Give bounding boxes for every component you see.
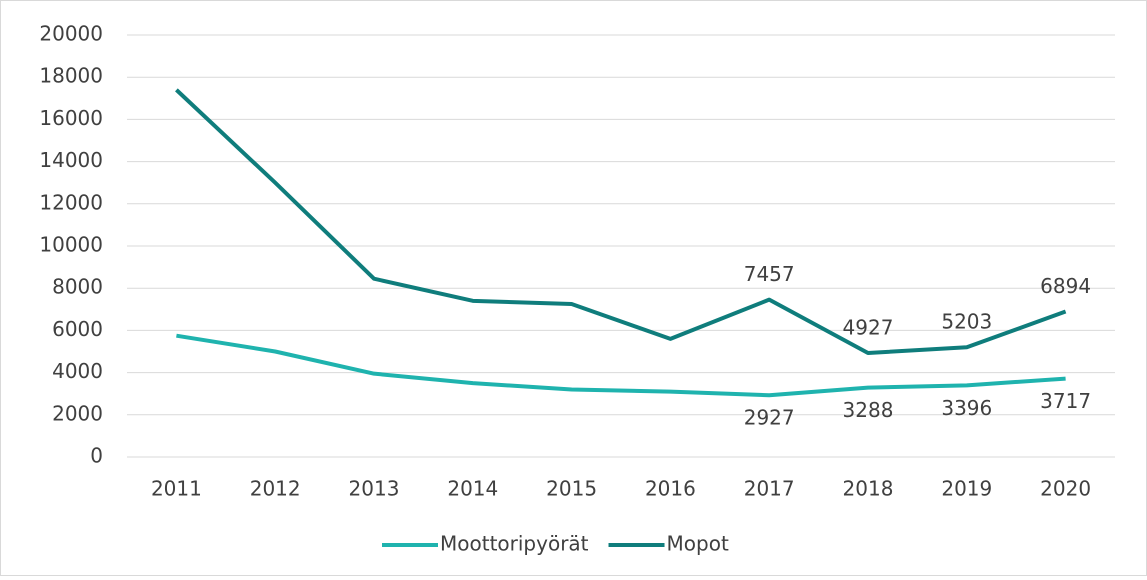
data-label: 5203 (941, 310, 992, 334)
x-tick-label: 2011 (151, 477, 202, 501)
y-tick-label: 16000 (39, 106, 103, 130)
x-tick-label: 2017 (744, 477, 795, 501)
data-label: 4927 (843, 316, 894, 340)
x-tick-label: 2019 (941, 477, 992, 501)
data-label: 6894 (1040, 274, 1091, 298)
x-tick-label: 2018 (843, 477, 894, 501)
y-tick-label: 10000 (39, 233, 103, 257)
x-tick-label: 2014 (447, 477, 498, 501)
legend-label: Mopot (667, 532, 729, 556)
y-tick-label: 2000 (52, 401, 103, 425)
series-line (176, 333, 1066, 398)
y-tick-label: 12000 (39, 190, 103, 214)
series-line (175, 88, 1067, 356)
x-tick-label: 2020 (1040, 477, 1091, 501)
data-label: 3717 (1040, 389, 1091, 413)
data-label: 7457 (744, 262, 795, 286)
data-label: 3396 (941, 396, 992, 420)
data-label: 3288 (843, 398, 894, 422)
y-tick-label: 20000 (39, 22, 103, 46)
y-tick-label: 18000 (39, 64, 103, 88)
x-tick-label: 2015 (546, 477, 597, 501)
x-tick-label: 2013 (349, 477, 400, 501)
y-tick-label: 0 (90, 444, 103, 468)
data-label: 2927 (744, 406, 795, 430)
y-tick-label: 8000 (52, 275, 103, 299)
x-tick-label: 2012 (250, 477, 301, 501)
legend-label: Moottoripyörät (440, 532, 589, 556)
x-tick-label: 2016 (645, 477, 696, 501)
y-tick-label: 6000 (52, 317, 103, 341)
y-tick-label: 4000 (52, 359, 103, 383)
y-tick-label: 14000 (39, 148, 103, 172)
